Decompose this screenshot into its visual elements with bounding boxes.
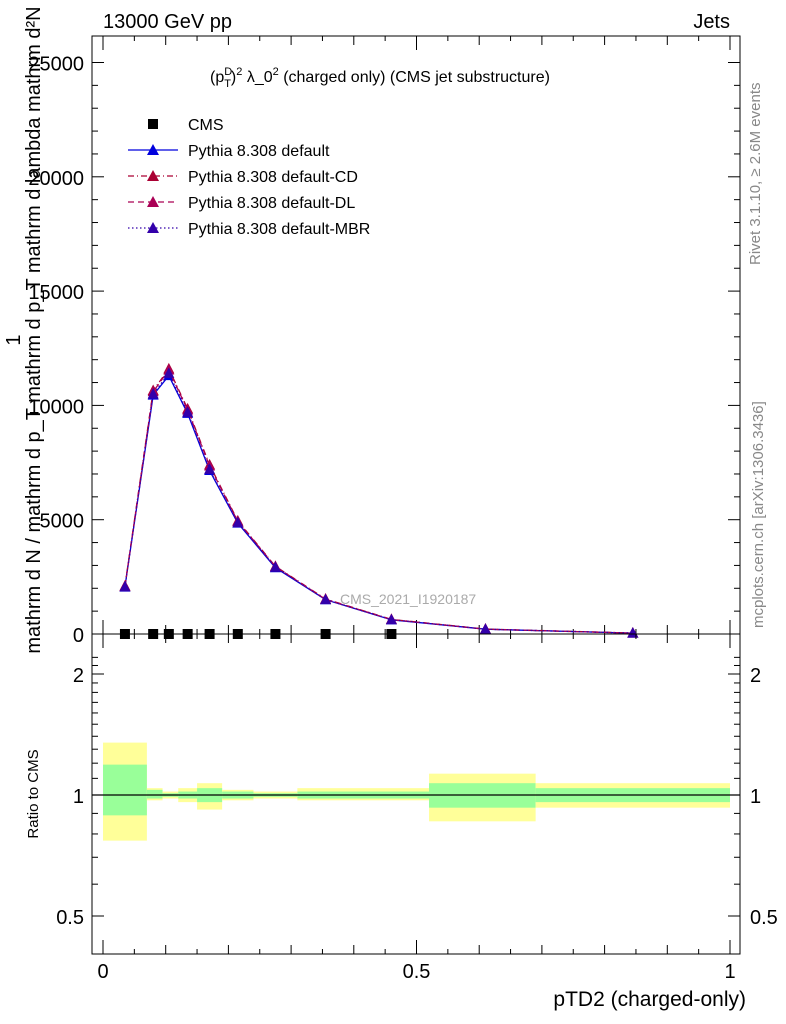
ratio-band-green [146, 789, 163, 799]
ratio-y-tick-label-right: 0.5 [750, 907, 778, 929]
legend-entry-label: Pythia 8.308 default-DL [188, 195, 355, 212]
ratio-y-tick-label-right: 2 [750, 665, 761, 687]
series-marker-4 [385, 613, 397, 625]
legend-entry-label: Pythia 8.308 default-CD [188, 169, 358, 186]
series-marker-4 [320, 593, 332, 605]
plot-title: (pD T)2 λ_02 (charged only) (CMS jet subs… [210, 66, 550, 90]
series-marker-4 [163, 367, 175, 378]
ratio-uncertainty-bands [103, 742, 730, 841]
legend-marker-triangle [147, 144, 159, 155]
series-marker-4 [119, 580, 131, 592]
ratio-x-tick-labels: 0 0.5 1 [97, 961, 735, 983]
main-y-axis-label-numerator: 1 [3, 334, 25, 345]
legend-entry-label: Pythia 8.308 default-MBR [188, 221, 370, 238]
mcplots-label: mcplots.cern.ch [arXiv:1306.3436] [750, 401, 767, 628]
main-y-tick-labels: 0 5000 10000 15000 20000 25000 [28, 54, 84, 648]
main-y-tick-label: 5000 [40, 511, 85, 533]
main-y-tick-label: 10000 [28, 396, 84, 418]
series-marker-4 [147, 387, 159, 399]
legend-marker-square [148, 119, 158, 129]
main-y-axis-label-denominator: mathrm d N / mathrm d p_T mathrm d p_T m… [23, 6, 45, 653]
legend-entry-label: Pythia 8.308 default [188, 143, 330, 160]
main-y-tick-label: 25000 [28, 54, 84, 76]
ratio-band-green [103, 764, 147, 816]
ratio-x-tick-label: 0.5 [403, 961, 431, 983]
main-y-tick-label: 20000 [28, 168, 84, 190]
main-y-tick-label: 0 [73, 625, 84, 647]
legend: CMS Pythia 8.308 default Pythia 8.308 defa… [128, 117, 370, 238]
ratio-y-tick-label-right: 1 [750, 786, 761, 808]
ratio-x-tick-label: 1 [724, 961, 735, 983]
header-left-label: 13000 GeV pp [103, 11, 232, 33]
ratio-axis-ticks [92, 634, 740, 954]
series-marker-4 [182, 406, 194, 417]
rivet-version-label: Rivet 3.1.10, ≥ 2.6M events [747, 83, 764, 266]
ratio-x-tick-label: 0 [97, 961, 108, 983]
series-marker-4 [232, 516, 244, 528]
series-line-4 [124, 372, 633, 634]
series-marker-4 [269, 561, 281, 572]
legend-marker-triangle [147, 170, 159, 181]
series-marker-4 [479, 623, 491, 634]
header-right-label: Jets [693, 11, 730, 33]
ratio-y-tick-label: 0.5 [56, 907, 84, 929]
ratio-y-tick-label: 1 [73, 786, 84, 808]
series-marker-4 [204, 463, 216, 474]
legend-marker-triangle [147, 196, 159, 207]
main-axis-ticks [92, 36, 740, 635]
ratio-y-axis-label: Ratio to CMS [25, 749, 42, 838]
ratio-y-tick-labels: 0.5 0.5 1 1 2 2 [56, 665, 778, 929]
x-axis-label: pTD2 (charged-only) [553, 988, 746, 1011]
analysis-watermark: CMS_2021_I1920187 [340, 591, 476, 607]
main-y-tick-label: 15000 [28, 282, 84, 304]
series-marker-4 [627, 627, 639, 638]
ratio-y-tick-label: 2 [73, 665, 84, 687]
legend-entry-label: CMS [188, 117, 224, 134]
legend-marker-triangle [147, 222, 159, 233]
